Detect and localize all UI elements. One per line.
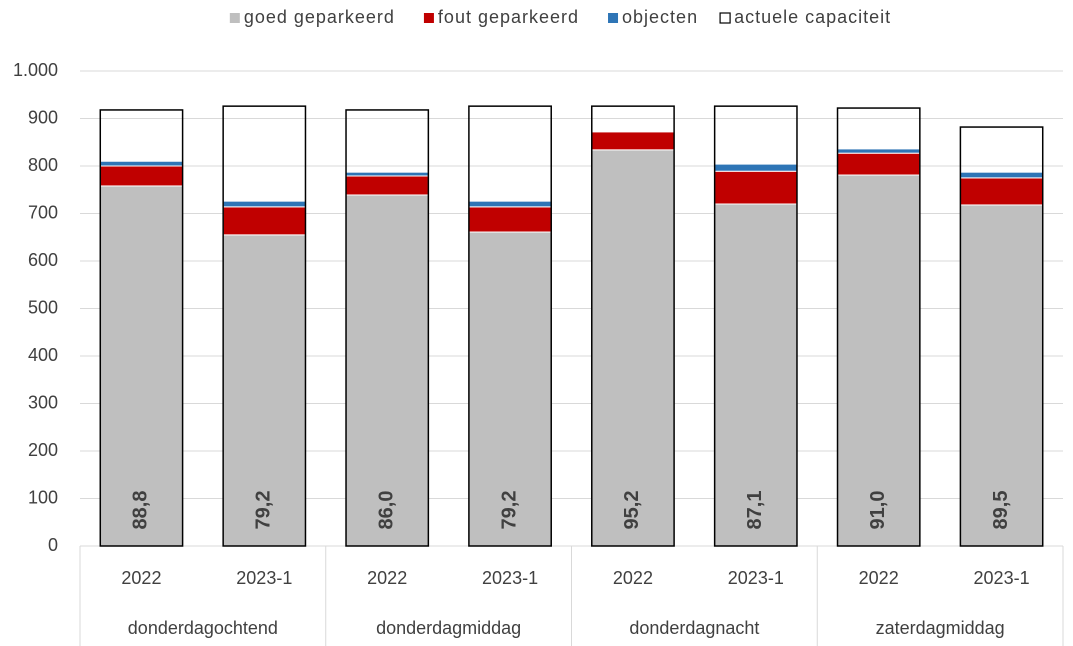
y-tick-label: 200	[28, 440, 58, 460]
bar-segment	[959, 204, 1044, 547]
x-tick-label: 2022	[613, 568, 653, 588]
legend: goed geparkeerd fout geparkeerd objecten ac…	[229, 7, 891, 27]
bar-segment	[714, 163, 798, 172]
capacity-outline	[345, 109, 430, 547]
bar-label: 87,1	[744, 491, 766, 530]
legend-marker	[719, 12, 731, 24]
y-tick-label: 900	[28, 107, 58, 127]
bar-segment	[222, 206, 306, 236]
y-tick-label: 0	[48, 535, 58, 555]
bar-segment	[959, 171, 1044, 179]
capacity-outline	[959, 126, 1044, 547]
bar-label: 91,0	[867, 491, 889, 530]
y-tick-label: 1.000	[13, 60, 58, 80]
group-label: donderdagnacht	[629, 618, 759, 638]
bar-segment	[591, 149, 675, 547]
y-tick-label: 100	[28, 487, 58, 507]
capacity-outline	[222, 105, 307, 547]
group-label: donderdagochtend	[128, 618, 278, 638]
legend-marker	[423, 13, 434, 23]
bar-label: 79,2	[498, 491, 520, 530]
y-tick-label: 400	[28, 345, 58, 365]
group-label: donderdagmiddag	[376, 618, 521, 638]
x-tick-label: 2023-1	[482, 568, 538, 588]
bar-segment	[591, 131, 675, 151]
bar-segment	[837, 152, 921, 176]
bar-segment	[99, 160, 184, 167]
x-tick-label: 2023-1	[728, 568, 784, 588]
bar-segment	[468, 200, 552, 208]
bar-label: 89,5	[990, 491, 1012, 530]
bar-label: 79,2	[253, 491, 275, 530]
legend-marker	[229, 13, 240, 23]
bar-segment	[222, 200, 306, 208]
bar-segment	[345, 175, 429, 196]
x-tick-label: 2023-1	[236, 568, 292, 588]
bar-segment	[468, 231, 552, 547]
bar-segment	[99, 165, 184, 187]
capacity-outline	[836, 107, 921, 547]
y-tick-label: 800	[28, 155, 58, 175]
bar-label: 88,8	[130, 491, 152, 530]
capacity-outline	[713, 105, 798, 547]
capacity-outline	[591, 105, 675, 547]
legend-marker	[608, 13, 619, 23]
bar-segment	[99, 185, 184, 547]
legend-label: actuele capaciteit	[734, 7, 891, 27]
capacity-outline	[468, 105, 552, 547]
bar-segment	[959, 177, 1044, 206]
bar-segment	[222, 234, 306, 547]
x-tick-label: 2022	[859, 568, 899, 588]
y-tick-label: 500	[28, 297, 58, 317]
bar-segment	[714, 170, 798, 205]
legend-label: objecten	[622, 7, 698, 27]
bar-label: 86,0	[375, 491, 397, 530]
bar-segment	[591, 130, 675, 133]
x-tick-label: 2023-1	[974, 568, 1030, 588]
bar-segment	[837, 148, 921, 154]
bar-segment	[468, 206, 552, 233]
y-tick-label: 600	[28, 250, 58, 270]
bar-label: 95,2	[621, 491, 643, 530]
capacity-outline	[99, 109, 184, 547]
y-tick-label: 700	[28, 202, 58, 222]
legend-label: goed geparkeerd	[244, 7, 395, 27]
x-tick-label: 2022	[121, 568, 161, 588]
bar-segment	[345, 171, 429, 177]
bar-segment	[837, 174, 921, 547]
x-tick-label: 2022	[367, 568, 407, 588]
group-label: zaterdagmiddag	[876, 618, 1005, 638]
legend-label: fout geparkeerd	[438, 7, 579, 27]
y-tick-label: 300	[28, 392, 58, 412]
